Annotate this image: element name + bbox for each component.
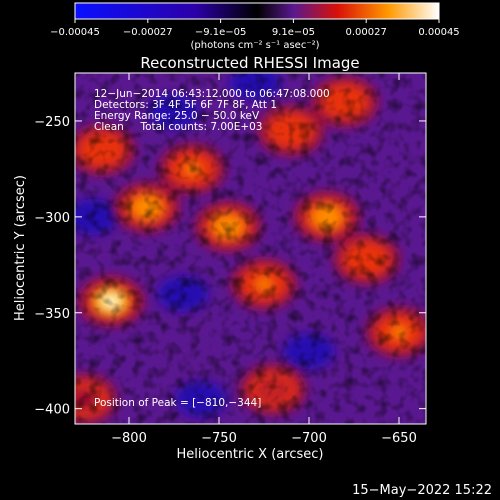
info-clean-counts: Clean Total counts: 7.00E+03 [94, 121, 263, 133]
peak-position-label: Position of Peak = [−810,−344] [94, 397, 261, 409]
colorbar-tick-label: −0.00027 [123, 27, 173, 38]
x-tick-label: −650 [381, 431, 417, 446]
colorbar: −0.00045 −0.00027 −9.1e−05 9.1e−05 0.00027 0.… [50, 2, 460, 51]
footer-date: 15−May−2022 15:22 [352, 483, 492, 498]
colorbar-tick-label: 0.00045 [418, 27, 459, 38]
heatmap-image [75, 73, 426, 424]
y-tick-label: −300 [34, 211, 70, 226]
y-tick-label: −350 [34, 307, 70, 322]
x-axis-label: Heliocentric X (arcsec) [177, 447, 324, 462]
info-annotation: 12−Jun−2014 06:43:12.000 to 06:47:08.000… [94, 88, 330, 133]
y-tick-label: −250 [34, 115, 70, 130]
colorbar-tick-label: 9.1e−05 [272, 27, 315, 38]
speckle-texture [75, 73, 426, 424]
info-detectors: Detectors: 3F 4F 5F 6F 7F 8F, Att 1 [94, 99, 277, 111]
colorbar-unit-label: (photons cm⁻² s⁻¹ asec⁻²) [190, 40, 319, 51]
colorbar-tick-label: 0.00027 [346, 27, 387, 38]
y-axis-label: Heliocentric Y (arcsec) [13, 175, 28, 321]
info-time-range: 12−Jun−2014 06:43:12.000 to 06:47:08.000 [94, 88, 330, 100]
y-axis-ticks: −250 −300 −350 −400 [34, 115, 426, 418]
x-tick-label: −700 [291, 431, 327, 446]
info-energy-range: Energy Range: 25.0 − 50.0 keV [94, 110, 260, 122]
colorbar-tick-labels: −0.00045 −0.00027 −9.1e−05 9.1e−05 0.00027 0.… [50, 27, 460, 38]
colorbar-tick-label: −0.00045 [50, 27, 100, 38]
x-tick-label: −800 [111, 431, 147, 446]
x-tick-label: −750 [201, 431, 237, 446]
chart-title: Reconstructed RHESSI Image [140, 54, 359, 72]
colorbar-gradient [75, 3, 439, 19]
x-axis-ticks: −800 −750 −700 −650 [111, 73, 417, 446]
colorbar-ticks [74, 19, 440, 23]
colorbar-frame [74, 2, 440, 20]
plot-frame [74, 72, 427, 425]
colorbar-tick-label: −9.1e−05 [195, 27, 247, 38]
y-tick-label: −400 [34, 403, 70, 418]
